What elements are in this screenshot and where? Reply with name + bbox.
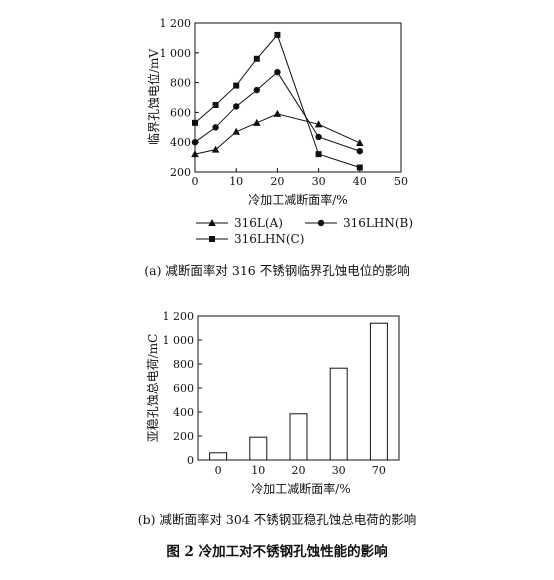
chart-a-data-point — [192, 119, 198, 126]
chart-a-data-point — [233, 82, 240, 89]
chart-b-y-tick-label: 0 — [187, 454, 194, 467]
chart-a-data-point — [191, 139, 199, 146]
chart-b-bars — [209, 322, 388, 461]
chart-a-y-tick-label: 800 — [170, 77, 191, 90]
chart-a-x-tick-label: 0 — [192, 175, 199, 188]
chart-a-y-tick-label: 1 000 — [160, 47, 192, 60]
chart-a-y-tick-label: 200 — [170, 166, 191, 179]
chart-a-legend-label: 316L(A) — [234, 216, 283, 230]
chart-a-data-point — [356, 147, 363, 155]
chart-a-data-point — [191, 150, 199, 158]
chart-a-x-tick-label: 50 — [394, 175, 408, 188]
chart-a-y-label: 临界孔蚀电位/mV — [146, 49, 161, 145]
chart-a-caption: (a) 减断面率对 316 不锈钢临界孔蚀电位的影响 — [144, 263, 410, 278]
chart-b-x-tick-label: 0 — [215, 464, 222, 477]
chart-b-y-tick-label: 600 — [173, 382, 194, 395]
chart-a-data-point — [253, 86, 260, 94]
chart-a-data-point — [253, 55, 260, 62]
chart-b-caption: (b) 减断面率对 304 不锈钢亚稳孔蚀总电荷的影响 — [138, 512, 417, 527]
chart-b-y-tick-label: 400 — [173, 406, 194, 419]
chart-a-data-point — [232, 127, 240, 135]
chart-b-y-tick-label: 800 — [173, 358, 194, 371]
chart-a-data-point — [273, 109, 282, 117]
chart-a-data-point — [356, 138, 364, 146]
chart-a-legend-entry: 316LHN(C) — [196, 232, 304, 246]
chart-a-frame — [194, 22, 402, 173]
chart-b-bar — [249, 436, 268, 461]
chart-b-x-tick-label: 20 — [292, 464, 306, 477]
chart-b: 0 200 400 600 800 1 000 1 200 0 10 20 30 70 亚稳孔蚀总电… — [138, 310, 417, 527]
chart-a-x-tick-label: 10 — [229, 175, 243, 188]
chart-a-series-line — [194, 33, 360, 169]
chart-a-legend-marker — [208, 219, 216, 226]
chart-a-y-tick-label: 400 — [170, 136, 191, 149]
chart-a-data-point — [253, 118, 261, 126]
chart-a-legend: 316L(A) 316LHN(B) 316LHN(C) — [196, 216, 413, 246]
chart-a-legend-label: 316LHN(C) — [234, 232, 304, 246]
chart-a-y-ticks: 200 400 600 800 1 000 1 200 — [160, 17, 199, 179]
chart-a-data-point — [315, 151, 322, 158]
chart-a-series-circle — [191, 68, 363, 155]
chart-a-data-point — [314, 120, 323, 128]
chart-b-x-label: 冷加工减断面率/% — [251, 481, 350, 496]
chart-a-data-point — [315, 133, 322, 141]
chart-b-y-label: 亚稳孔蚀总电荷/mC — [145, 334, 160, 443]
chart-a-series-line — [194, 113, 361, 155]
chart-b-y-tick-label: 1 200 — [163, 310, 195, 323]
chart-a-legend-label: 316LHN(B) — [343, 216, 413, 230]
chart-a-data-point — [233, 103, 240, 110]
chart-a-series-triangle — [191, 109, 364, 158]
chart-a-data-point — [274, 68, 281, 76]
chart-b-x-tick-label: 30 — [332, 464, 346, 477]
chart-a-data-point — [211, 145, 220, 153]
chart-b-bar — [369, 322, 388, 461]
chart-a-legend-entry: 316L(A) — [196, 216, 283, 230]
chart-a-data-point — [356, 164, 363, 171]
chart-a-x-tick-label: 40 — [353, 175, 367, 188]
chart-a-series-square — [192, 31, 363, 171]
chart-a-x-tick-label: 20 — [270, 175, 284, 188]
chart-b-y-tick-label: 200 — [173, 430, 194, 443]
chart-b-x-ticks: 0 10 20 30 70 — [215, 464, 386, 477]
chart-a-x-tick-label: 30 — [312, 175, 326, 188]
chart-a-y-tick-label: 1 200 — [160, 17, 192, 30]
chart-b-bar — [289, 413, 308, 461]
chart-b-y-ticks: 0 200 400 600 800 1 000 1 200 — [163, 310, 202, 467]
chart-a-legend-marker — [209, 236, 215, 242]
figure-title: 图 2 冷加工对不锈钢孔蚀性能的影响 — [166, 543, 387, 560]
chart-a-legend-marker — [317, 219, 325, 227]
chart-a-data-point — [212, 124, 219, 131]
chart-a-legend-entry: 316LHN(B) — [305, 216, 413, 230]
chart-a-y-tick-label: 600 — [170, 106, 191, 119]
chart-b-x-tick-label: 70 — [372, 464, 386, 477]
chart-b-bar — [329, 367, 348, 461]
chart-b-x-tick-label: 10 — [251, 464, 265, 477]
chart-a-series — [191, 31, 364, 171]
chart-a-data-point — [274, 31, 281, 38]
chart-a-data-point — [212, 101, 219, 108]
chart-a-x-ticks: 0 10 20 30 40 50 — [192, 168, 408, 188]
chart-a-x-label: 冷加工减断面率/% — [248, 192, 347, 207]
chart-b-y-tick-label: 1 000 — [163, 334, 195, 347]
chart-b-bar — [209, 452, 228, 461]
chart-a: 200 400 600 800 1 000 1 200 0 10 20 30 40 50 临界孔蚀电… — [144, 17, 413, 278]
